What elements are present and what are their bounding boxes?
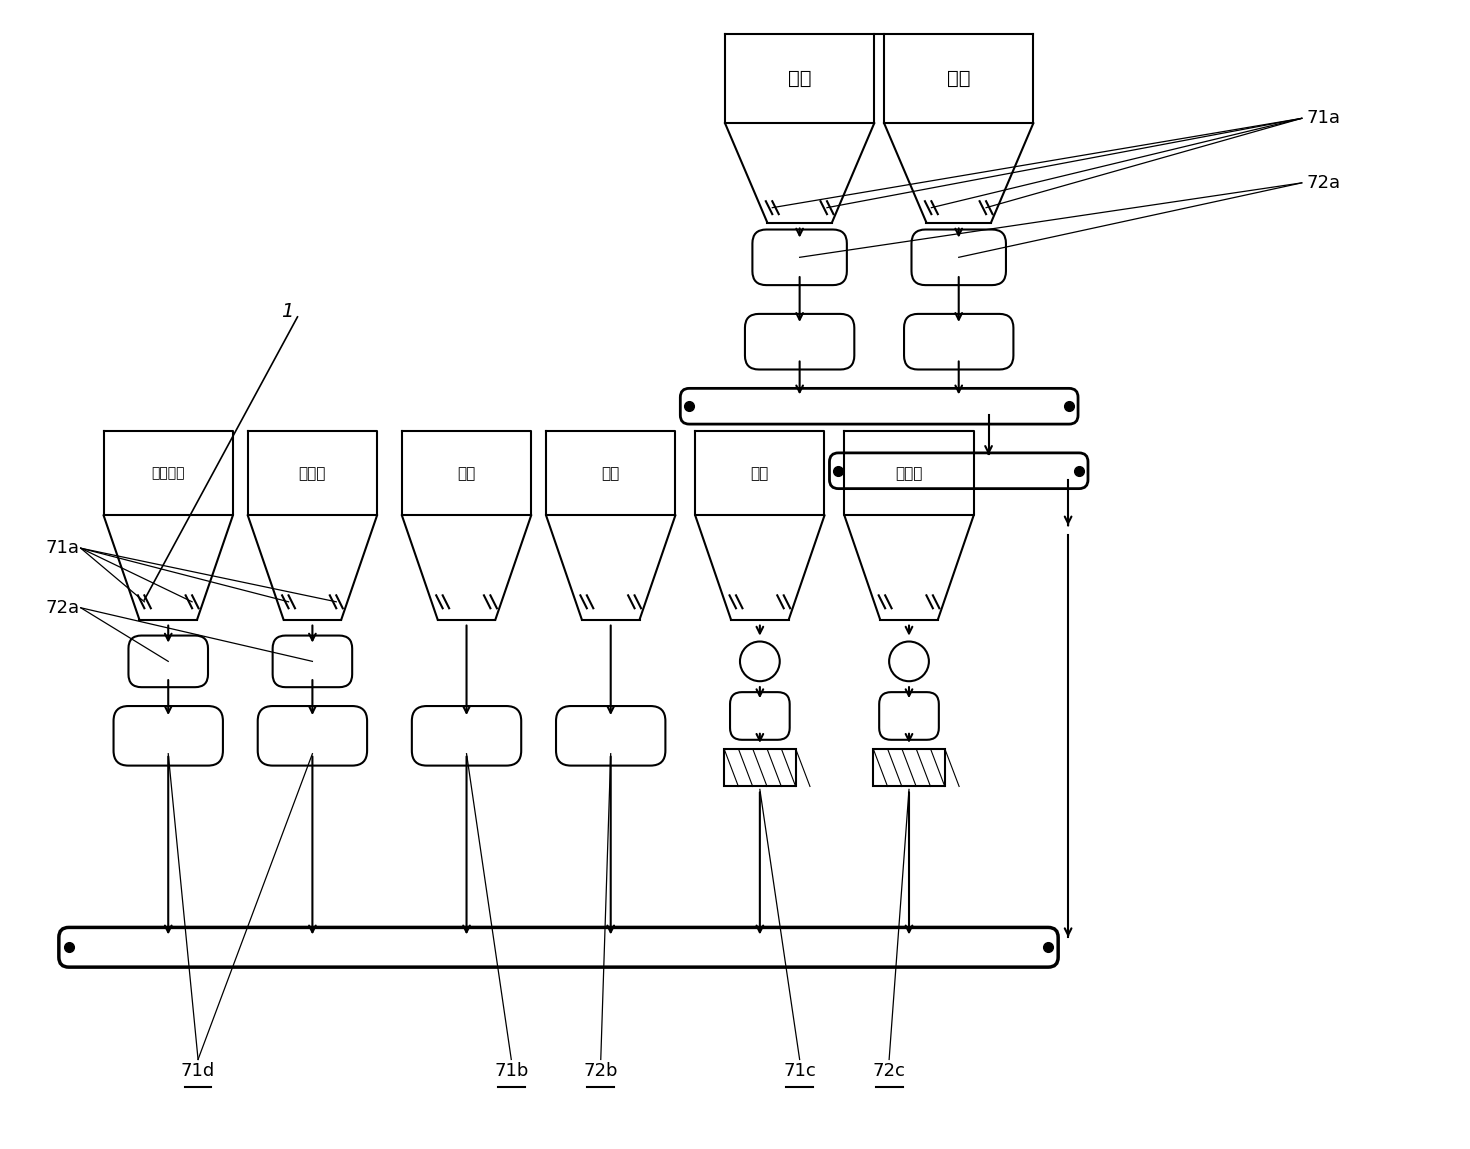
FancyBboxPatch shape: [128, 635, 207, 687]
FancyBboxPatch shape: [113, 705, 223, 765]
FancyBboxPatch shape: [59, 927, 1058, 967]
Bar: [725, 749, 795, 786]
FancyBboxPatch shape: [731, 692, 789, 740]
Text: 粉矿: 粉矿: [947, 69, 970, 88]
Text: 72c: 72c: [873, 1063, 906, 1080]
FancyBboxPatch shape: [681, 388, 1078, 424]
FancyBboxPatch shape: [829, 453, 1088, 488]
Circle shape: [739, 641, 779, 681]
FancyBboxPatch shape: [745, 314, 854, 370]
FancyBboxPatch shape: [272, 635, 353, 687]
FancyBboxPatch shape: [753, 230, 847, 285]
Text: 71a: 71a: [46, 539, 79, 557]
Text: 71b: 71b: [494, 1063, 528, 1080]
Text: 高炉返矿: 高炉返矿: [151, 466, 185, 480]
Bar: [873, 749, 945, 786]
Text: 71d: 71d: [181, 1063, 215, 1080]
Text: 粉尘: 粉尘: [751, 465, 769, 480]
FancyBboxPatch shape: [556, 705, 666, 765]
FancyBboxPatch shape: [911, 230, 1005, 285]
Text: 71a: 71a: [1307, 109, 1341, 128]
FancyBboxPatch shape: [257, 705, 368, 765]
Text: 燃料: 燃料: [457, 465, 476, 480]
FancyBboxPatch shape: [879, 692, 939, 740]
Text: 生石灰: 生石灰: [895, 465, 923, 480]
FancyBboxPatch shape: [904, 314, 1013, 370]
Text: 72a: 72a: [46, 599, 79, 617]
FancyBboxPatch shape: [412, 705, 522, 765]
Text: 1: 1: [281, 302, 294, 322]
Text: 72a: 72a: [1307, 173, 1341, 192]
Text: 精矿: 精矿: [788, 69, 811, 88]
Text: 72b: 72b: [584, 1063, 617, 1080]
Text: 71c: 71c: [784, 1063, 816, 1080]
Text: 溶剂: 溶剂: [601, 465, 620, 480]
Circle shape: [889, 641, 929, 681]
Text: 冷返矿: 冷返矿: [298, 465, 326, 480]
